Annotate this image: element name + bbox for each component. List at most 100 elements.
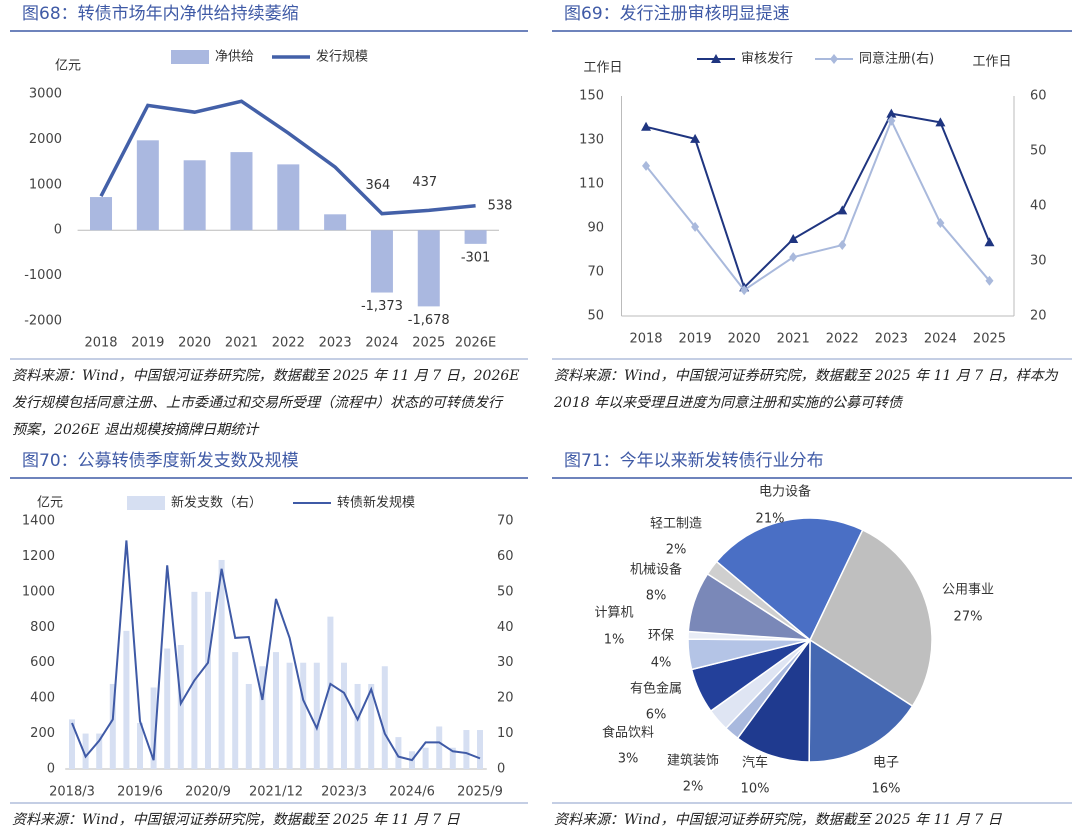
source-note: 资料来源：Wind，中国银河证券研究院，数据截至 2025 年 11 月 7 日… bbox=[554, 368, 1059, 384]
marker bbox=[642, 160, 651, 171]
bar bbox=[205, 591, 211, 769]
legend-label: 发行规模 bbox=[316, 49, 368, 65]
y2-tick-label: 40 bbox=[1030, 199, 1047, 214]
marker bbox=[740, 285, 749, 296]
marker bbox=[935, 117, 946, 127]
y-tick-label: 0 bbox=[54, 223, 62, 238]
y-tick-label: 3000 bbox=[29, 87, 62, 102]
y-axis-label: 亿元 bbox=[55, 59, 81, 74]
slice-value-label: 2% bbox=[666, 543, 687, 558]
bar bbox=[477, 730, 483, 769]
x-tick-label: 2025/9 bbox=[457, 785, 503, 800]
y-tick-label: -1000 bbox=[24, 268, 62, 283]
y-tick-label: 600 bbox=[30, 655, 55, 670]
bar bbox=[381, 666, 388, 769]
slice-label: 环保 bbox=[648, 629, 674, 644]
x-tick-label: 2021 bbox=[225, 336, 258, 351]
bar bbox=[324, 214, 347, 231]
line bbox=[645, 118, 991, 292]
x-tick-label: 2025 bbox=[412, 336, 445, 351]
y2-tick-label: 0 bbox=[497, 762, 505, 777]
bar bbox=[463, 730, 470, 769]
x-tick-label: 2024 bbox=[365, 336, 398, 351]
y2-tick-label: 30 bbox=[497, 655, 514, 670]
marker bbox=[936, 218, 945, 229]
y-tick-label: 110 bbox=[579, 177, 604, 192]
bar bbox=[109, 683, 116, 769]
bar bbox=[183, 160, 206, 231]
x-tick-label: 2023 bbox=[319, 336, 352, 351]
y-tick-label: 130 bbox=[579, 133, 604, 148]
slice-label: 电力设备 bbox=[759, 484, 811, 500]
x-tick-label: 2024 bbox=[924, 332, 957, 347]
source-note: 2018 年以来受理且进度为同意注册和实施的公募可转债 bbox=[553, 395, 904, 411]
bar bbox=[164, 648, 171, 769]
y-axis-label: 亿元 bbox=[37, 496, 63, 511]
x-tick-label: 2023 bbox=[875, 332, 908, 347]
bar bbox=[300, 662, 307, 769]
bar bbox=[286, 662, 293, 769]
bar bbox=[273, 652, 279, 769]
bar bbox=[232, 652, 239, 769]
slice-label: 建筑装饰 bbox=[667, 753, 719, 769]
marker bbox=[887, 115, 896, 126]
slice-label: 计算机 bbox=[594, 606, 633, 621]
bar bbox=[449, 747, 456, 769]
marker bbox=[886, 108, 897, 118]
y-tick-label: -2000 bbox=[24, 314, 62, 329]
marker bbox=[838, 240, 847, 251]
x-tick-label: 2020/9 bbox=[185, 785, 231, 800]
y-axis-label: 工作日 bbox=[583, 61, 622, 76]
legend-label: 净供给 bbox=[215, 50, 254, 65]
y-tick-label: 400 bbox=[30, 691, 55, 706]
slice-value-label: 1% bbox=[604, 633, 625, 648]
source-note: 发行规模包括同意注册、上市委通过和交易所受理（流程中）状态的可转债发行 bbox=[12, 395, 504, 411]
bar bbox=[136, 140, 159, 231]
slice-value-label: 8% bbox=[646, 589, 667, 604]
y2-tick-label: 10 bbox=[497, 726, 514, 741]
marker bbox=[789, 252, 798, 263]
y-tick-label: 50 bbox=[587, 309, 604, 324]
pie-slice bbox=[809, 528, 933, 708]
y2-tick-label: 70 bbox=[497, 514, 514, 529]
x-tick-label: 2019 bbox=[679, 332, 712, 347]
slice-value-label: 4% bbox=[651, 656, 672, 671]
chart-title: 图71：今年以来新发转债行业分布 bbox=[564, 451, 824, 471]
bar bbox=[277, 164, 300, 231]
x-tick-label: 2020 bbox=[728, 332, 761, 347]
y-tick-label: 0 bbox=[47, 762, 55, 777]
x-tick-label: 2026E bbox=[455, 336, 496, 351]
x-tick-label: 2022 bbox=[826, 332, 859, 347]
pie-slice bbox=[706, 560, 811, 641]
bar bbox=[341, 662, 347, 769]
source-note: 资料来源：Wind，中国银河证券研究院，数据截至 2025 年 11 月 7 日 bbox=[12, 812, 461, 828]
bar-value-label: -1,678 bbox=[408, 313, 450, 328]
bar-value-label: -301 bbox=[461, 250, 491, 265]
legend-label: 审核发行 bbox=[741, 51, 793, 67]
y-tick-label: 200 bbox=[30, 726, 55, 741]
slice-value-label: 16% bbox=[872, 782, 901, 797]
bar bbox=[395, 737, 402, 769]
line bbox=[645, 112, 991, 290]
slice-label: 轻工制造 bbox=[650, 517, 702, 532]
line-value-label: 437 bbox=[412, 175, 437, 190]
bar bbox=[354, 683, 361, 769]
x-tick-label: 2024/6 bbox=[389, 785, 435, 800]
x-tick-label: 2019 bbox=[131, 336, 164, 351]
slice-value-label: 27% bbox=[954, 610, 983, 625]
source-note: 资料来源：Wind，中国银河证券研究院，数据截至 2025 年 11 月 7 日 bbox=[554, 812, 1003, 828]
x-tick-label: 2021/12 bbox=[249, 785, 303, 800]
y-tick-label: 90 bbox=[587, 221, 604, 236]
x-tick-label: 2022 bbox=[272, 336, 305, 351]
chart-title: 图70：公募转债季度新发支数及规模 bbox=[22, 451, 299, 471]
bar bbox=[313, 662, 320, 769]
bar bbox=[137, 722, 143, 769]
line-value-label: 364 bbox=[366, 178, 391, 193]
bar bbox=[96, 733, 103, 769]
bar bbox=[368, 683, 375, 769]
chart-title: 图68：转债市场年内净供给持续萎缩 bbox=[22, 4, 299, 24]
bar-value-label: -1,373 bbox=[361, 299, 403, 314]
marker bbox=[830, 54, 838, 64]
marker bbox=[711, 54, 721, 63]
